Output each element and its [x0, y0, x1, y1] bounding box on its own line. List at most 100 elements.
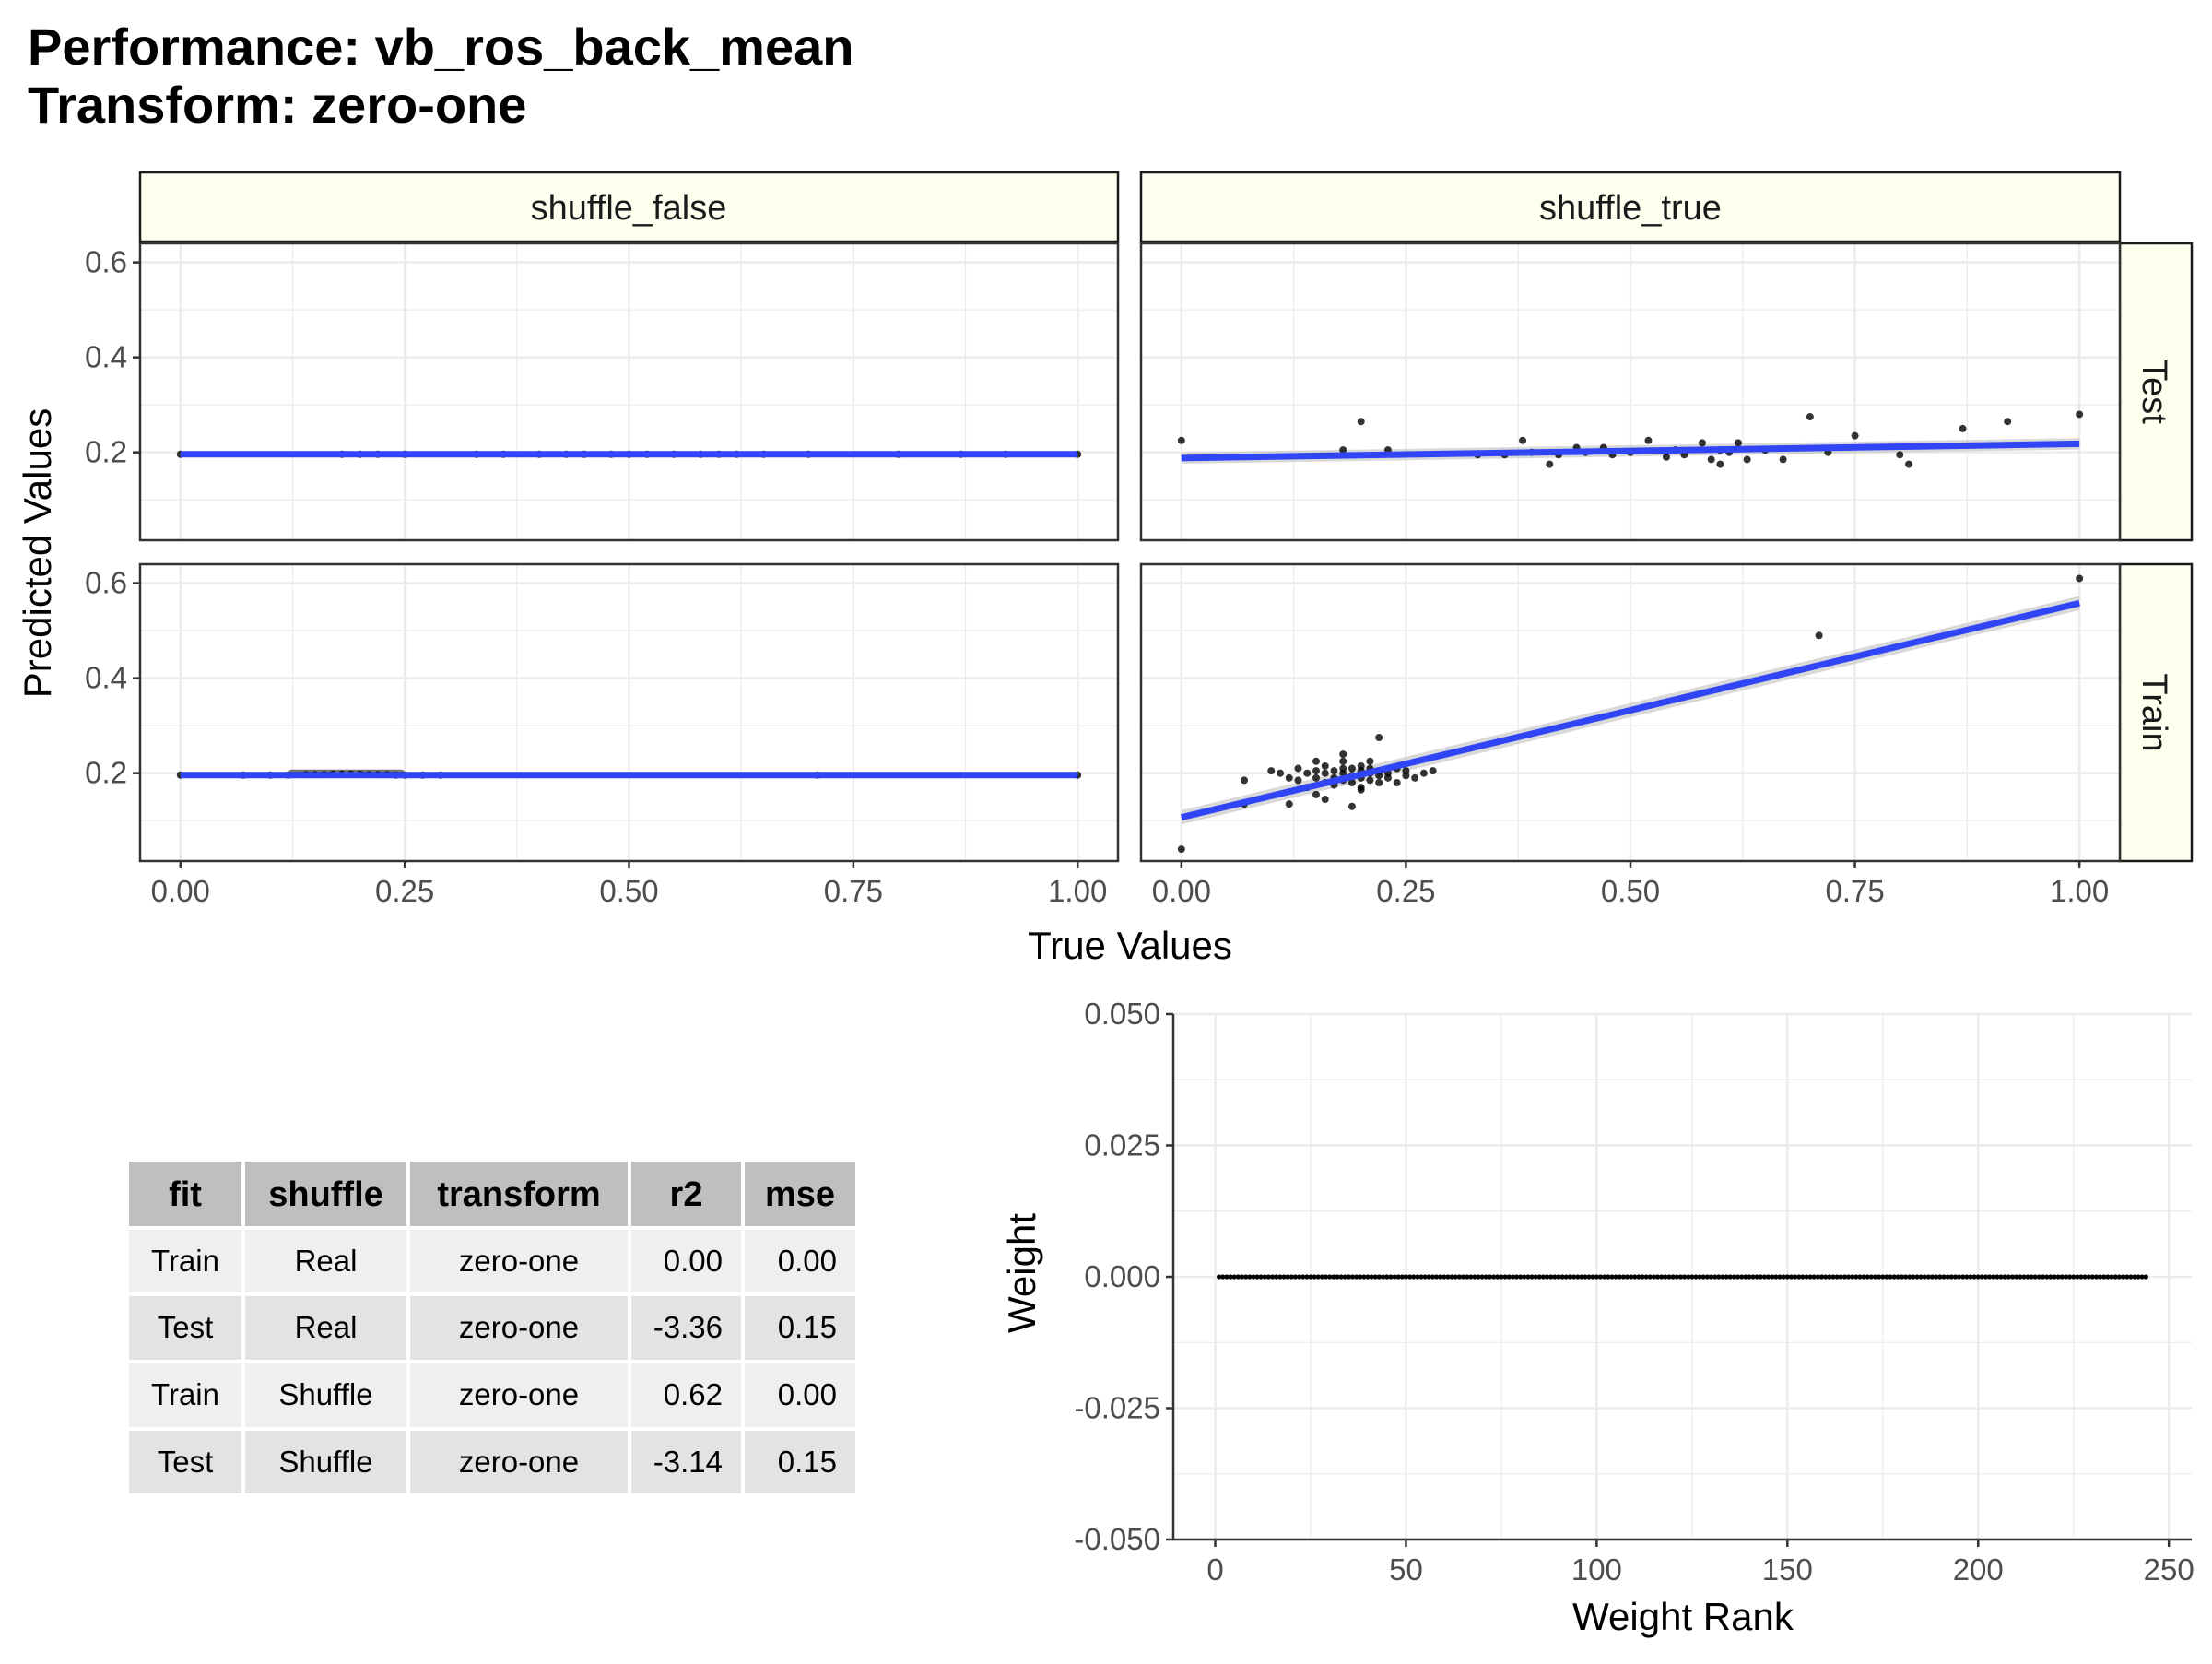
weight-point [1559, 1274, 1565, 1280]
weight-point [1606, 1274, 1611, 1280]
table-cell [745, 1230, 855, 1292]
table-header-cell [631, 1162, 741, 1226]
table-header-cell [245, 1162, 406, 1226]
weight-point [1880, 1274, 1886, 1280]
weight-point [1697, 1274, 1702, 1280]
weight-point [1609, 1274, 1615, 1280]
x-tick-label: 0.25 [375, 874, 434, 908]
weight-point [1975, 1274, 1981, 1280]
table-header-shuffle: shuffle [268, 1175, 383, 1214]
weight-point [2036, 1274, 2042, 1280]
data-point [1734, 439, 1742, 447]
table-header-fit: fit [169, 1175, 202, 1214]
weight-point [2082, 1274, 2088, 1280]
weight-point [2066, 1274, 2073, 1280]
table-header-transform: transform [437, 1175, 600, 1214]
table-header-mse: mse [765, 1175, 835, 1214]
data-point [1312, 790, 1320, 798]
table-cell [631, 1296, 741, 1360]
weight-point [1479, 1274, 1485, 1280]
weight-point [1288, 1274, 1294, 1280]
weight-point [1338, 1274, 1344, 1280]
strip-train: Train [2118, 562, 2194, 863]
weight-point [1220, 1274, 1226, 1280]
weight-point [1274, 1274, 1279, 1280]
weight-point [1868, 1274, 1874, 1280]
weight-point [1877, 1274, 1882, 1280]
weight-point [1281, 1274, 1287, 1280]
weight-point [1449, 1274, 1454, 1280]
weight-point [1838, 1274, 1843, 1280]
weight-point [1770, 1274, 1775, 1280]
weight-point [1254, 1274, 1260, 1280]
weight-point [1308, 1274, 1313, 1280]
data-point [1402, 767, 1410, 775]
weight-point [1369, 1274, 1374, 1280]
data-point [1743, 455, 1751, 464]
weight-point [1964, 1274, 1970, 1280]
weight-point [1804, 1274, 1809, 1280]
weight-point [1766, 1274, 1771, 1280]
weight-point [2055, 1274, 2061, 1280]
table-cell [745, 1296, 855, 1360]
weight-point [1731, 1274, 1736, 1280]
weight-point [1624, 1274, 1630, 1280]
weight-point [1929, 1274, 1936, 1280]
table-cell-text: Shuffle [278, 1377, 372, 1411]
table-cell [410, 1363, 628, 1427]
data-point [1294, 776, 1302, 785]
weight-point [1518, 1274, 1524, 1280]
x-tick-label: 0.75 [824, 874, 883, 908]
weight-point [1323, 1274, 1329, 1280]
weight-point [1594, 1274, 1599, 1280]
x-tick-label: 0.50 [599, 874, 658, 908]
weight-point [1335, 1274, 1340, 1280]
weight-point [1265, 1274, 1272, 1280]
weight-x-tick-label: 50 [1389, 1552, 1423, 1587]
data-point [1707, 455, 1715, 464]
weight-point [1681, 1274, 1688, 1280]
weight-point [1304, 1274, 1310, 1280]
strip-label-test: Test [2135, 360, 2173, 424]
weight-point [1693, 1274, 1699, 1280]
weight-point [2143, 1274, 2148, 1280]
weight-point [2109, 1274, 2114, 1280]
weight-point [1651, 1274, 1657, 1280]
data-point [1347, 802, 1356, 810]
y-tick-label: 0.4 [85, 340, 127, 374]
weight-point [1918, 1274, 1924, 1280]
weight-point [1903, 1274, 1909, 1280]
weight-point [2078, 1274, 2084, 1280]
weight-point [1968, 1274, 1973, 1280]
weight-point [1312, 1274, 1317, 1280]
weight-point [2093, 1274, 2100, 1280]
weight-point [1792, 1274, 1798, 1280]
table-cell [129, 1431, 241, 1493]
weight-point [1441, 1274, 1447, 1280]
data-point [1357, 761, 1365, 770]
weight-point [2124, 1274, 2130, 1280]
weight-point [1632, 1274, 1638, 1280]
weight-point [1666, 1274, 1672, 1280]
weight-point [2139, 1274, 2145, 1280]
table-cell [129, 1363, 241, 1427]
weight-point [1231, 1274, 1237, 1280]
weight-point [1643, 1274, 1649, 1280]
weight-point [2063, 1274, 2069, 1280]
weight-point [1617, 1274, 1622, 1280]
strip-label-shuffle-false: shuffle_false [531, 189, 727, 228]
weight-point [1845, 1274, 1852, 1280]
weight-point [2101, 1274, 2107, 1280]
weight-point [1510, 1274, 1515, 1280]
table-cell [245, 1431, 406, 1493]
weight-point [1724, 1274, 1729, 1280]
weight-point [1884, 1274, 1889, 1280]
data-point [1285, 773, 1293, 782]
x-tick-label: 0.00 [1152, 874, 1211, 908]
x-tick-label: 1.00 [1048, 874, 1107, 908]
weight-point [1319, 1274, 1325, 1280]
data-point [1716, 460, 1724, 468]
weight-point [1716, 1274, 1722, 1280]
table-cell-text: 0.15 [778, 1310, 837, 1344]
